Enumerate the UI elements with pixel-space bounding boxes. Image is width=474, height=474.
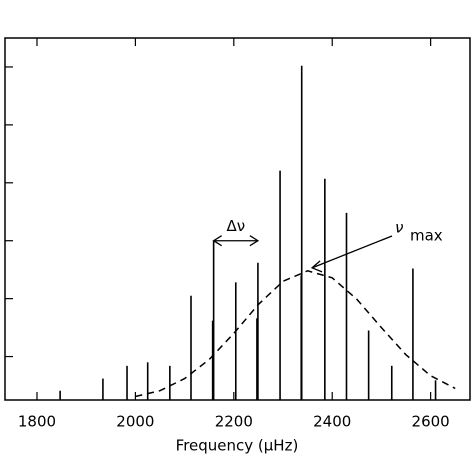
x-tick-label: 2400 bbox=[313, 413, 351, 431]
x-tick-label: 2000 bbox=[116, 413, 154, 431]
x-axis-label: Frequency (μHz) bbox=[176, 437, 299, 455]
plot-frame bbox=[4, 37, 471, 401]
x-tick-label: 2600 bbox=[412, 413, 450, 431]
envelope-curve bbox=[135, 270, 456, 398]
x-tick-label: 2200 bbox=[215, 413, 253, 431]
nu-max-arrow bbox=[311, 235, 393, 269]
arrow-head bbox=[212, 235, 260, 247]
nu-max-subscript: max bbox=[410, 227, 443, 245]
delta-nu-label: Δν bbox=[226, 217, 245, 235]
nu-max-label: ν bbox=[395, 219, 403, 237]
x-tick-label: 1800 bbox=[18, 413, 56, 431]
arrow-head bbox=[310, 260, 323, 273]
